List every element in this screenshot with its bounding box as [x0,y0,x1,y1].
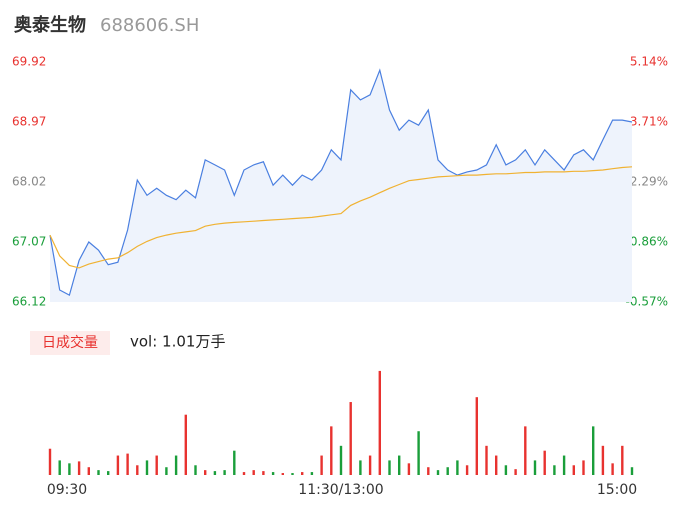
volume-bar [204,470,207,475]
volume-bar [485,445,488,475]
volume-bar [320,455,323,475]
volume-bar [87,467,90,475]
volume-bar [446,467,449,475]
volume-bar [301,472,304,475]
volume-bar [155,455,158,475]
y-tick-label: 68.97 [12,115,46,129]
volume-bar [359,460,362,475]
volume-bar [368,455,372,475]
volume-bar [378,370,381,475]
volume-bar [242,472,246,475]
y2-tick-label: 5.14% [630,55,668,69]
y-tick-label: 67.07 [12,235,46,249]
volume-bar [174,455,178,475]
series-line [49,68,633,296]
volume-bar [145,460,149,475]
x-tick-label: 15:00 [597,482,637,498]
volume-bar [291,473,294,475]
volume-bar [630,467,634,475]
volume-bar [427,467,430,475]
volume-bar [553,465,556,475]
x-tick-label: 09:30 [47,482,87,498]
volume-bar [407,463,411,475]
volume-bar [562,455,566,475]
volume-bar [349,402,352,475]
volume-bar [48,448,52,475]
volume-bar [495,455,498,475]
volume-summary: vol: 1.01万手 [130,333,225,351]
volume-bar [97,470,100,475]
volume-bar [136,465,139,475]
volume-bar [388,460,391,475]
stock-code: 688606.SH [100,15,199,36]
stock-name: 奥泰生物 [14,14,86,36]
volume-bar [398,455,401,475]
volume-bar [611,463,614,475]
volume-bar [233,450,236,475]
volume-bar [77,461,81,475]
volume-bar [504,465,508,475]
volume-bar [582,460,585,475]
volume-bar [68,463,71,475]
y2-tick-label: 0.86% [630,234,668,248]
volume-bar [213,471,217,475]
volume-bar [165,467,168,475]
price-area [50,70,632,302]
volume-bar [310,472,314,475]
y-tick-label: 66.12 [12,295,46,309]
volume-bar [184,414,187,475]
series-line [49,166,633,269]
volume-bar [592,426,595,475]
volume-bar [621,445,624,475]
volume-bar [339,445,343,475]
y-tick-label: 69.92 [12,55,46,69]
volume-bar [58,460,61,475]
volume-label-bg [30,331,110,355]
volume-bar [281,473,284,475]
y2-tick-label: 2.29% [630,174,668,188]
volume-bar [572,465,575,475]
volume-label: 日成交量 [42,334,98,351]
volume-bar [107,471,110,475]
x-tick-label: 11:30/13:00 [298,482,383,498]
volume-bar [601,445,605,475]
y-tick-label: 68.02 [12,175,46,189]
volume-bar [262,471,265,475]
volume-bar [126,453,129,475]
volume-bar [330,426,333,475]
y2-tick-label: 3.71% [630,115,668,129]
volume-bar [475,397,478,475]
volume-bar [116,455,120,475]
volume-bar [514,469,517,475]
volume-bar [524,426,527,475]
volume-bar [194,465,197,475]
volume-bar [533,460,537,475]
volume-bar [436,470,440,475]
volume-bar [456,460,459,475]
volume-bar [543,450,546,475]
volume-bar [465,465,469,475]
volume-bar [271,472,275,475]
volume-bar [252,470,255,475]
volume-bar [223,470,226,475]
y2-tick-label: -0.57% [626,295,668,309]
volume-bar [417,431,420,475]
